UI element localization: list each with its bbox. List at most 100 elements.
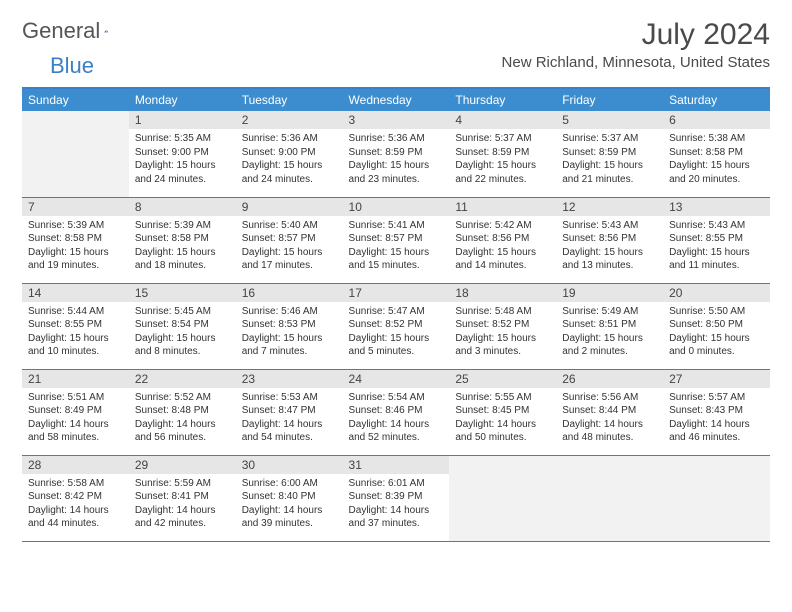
calendar-week-row: 1Sunrise: 5:35 AMSunset: 9:00 PMDaylight… [22,111,770,197]
day-number: 31 [343,456,450,474]
day-number: 22 [129,370,236,388]
day-details: Sunrise: 5:52 AMSunset: 8:48 PMDaylight:… [129,388,236,449]
day-number: 15 [129,284,236,302]
logo-text-2: Blue [50,53,94,79]
day-number: 21 [22,370,129,388]
day-details: Sunrise: 5:43 AMSunset: 8:56 PMDaylight:… [556,216,663,277]
day-number: 27 [663,370,770,388]
day-details: Sunrise: 5:54 AMSunset: 8:46 PMDaylight:… [343,388,450,449]
day-number: 5 [556,111,663,129]
day-number: 4 [449,111,556,129]
calendar-day-cell [556,455,663,541]
day-details: Sunrise: 5:45 AMSunset: 8:54 PMDaylight:… [129,302,236,363]
day-number: 3 [343,111,450,129]
calendar-day-cell: 9Sunrise: 5:40 AMSunset: 8:57 PMDaylight… [236,197,343,283]
day-number: 28 [22,456,129,474]
day-number: 1 [129,111,236,129]
calendar-day-cell: 30Sunrise: 6:00 AMSunset: 8:40 PMDayligh… [236,455,343,541]
calendar-week-row: 7Sunrise: 5:39 AMSunset: 8:58 PMDaylight… [22,197,770,283]
day-details: Sunrise: 5:35 AMSunset: 9:00 PMDaylight:… [129,129,236,190]
calendar-day-cell: 27Sunrise: 5:57 AMSunset: 8:43 PMDayligh… [663,369,770,455]
calendar-day-cell: 8Sunrise: 5:39 AMSunset: 8:58 PMDaylight… [129,197,236,283]
day-number: 29 [129,456,236,474]
calendar-day-cell: 25Sunrise: 5:55 AMSunset: 8:45 PMDayligh… [449,369,556,455]
day-details: Sunrise: 5:50 AMSunset: 8:50 PMDaylight:… [663,302,770,363]
weekday-header: Sunday [22,88,129,111]
calendar-week-row: 14Sunrise: 5:44 AMSunset: 8:55 PMDayligh… [22,283,770,369]
calendar-day-cell: 5Sunrise: 5:37 AMSunset: 8:59 PMDaylight… [556,111,663,197]
day-details: Sunrise: 5:39 AMSunset: 8:58 PMDaylight:… [22,216,129,277]
day-details: Sunrise: 5:42 AMSunset: 8:56 PMDaylight:… [449,216,556,277]
day-details: Sunrise: 5:41 AMSunset: 8:57 PMDaylight:… [343,216,450,277]
calendar-day-cell: 4Sunrise: 5:37 AMSunset: 8:59 PMDaylight… [449,111,556,197]
day-number: 8 [129,198,236,216]
day-number: 17 [343,284,450,302]
day-details: Sunrise: 5:51 AMSunset: 8:49 PMDaylight:… [22,388,129,449]
day-details: Sunrise: 5:46 AMSunset: 8:53 PMDaylight:… [236,302,343,363]
calendar-day-cell: 23Sunrise: 5:53 AMSunset: 8:47 PMDayligh… [236,369,343,455]
day-details: Sunrise: 5:57 AMSunset: 8:43 PMDaylight:… [663,388,770,449]
day-number: 10 [343,198,450,216]
calendar-day-cell: 15Sunrise: 5:45 AMSunset: 8:54 PMDayligh… [129,283,236,369]
calendar-week-row: 28Sunrise: 5:58 AMSunset: 8:42 PMDayligh… [22,455,770,541]
calendar-day-cell: 12Sunrise: 5:43 AMSunset: 8:56 PMDayligh… [556,197,663,283]
logo: General [22,18,126,44]
day-details: Sunrise: 5:48 AMSunset: 8:52 PMDaylight:… [449,302,556,363]
calendar-day-cell: 14Sunrise: 5:44 AMSunset: 8:55 PMDayligh… [22,283,129,369]
calendar-day-cell: 3Sunrise: 5:36 AMSunset: 8:59 PMDaylight… [343,111,450,197]
day-number: 23 [236,370,343,388]
day-details: Sunrise: 5:59 AMSunset: 8:41 PMDaylight:… [129,474,236,535]
calendar-day-cell [22,111,129,197]
weekday-header: Wednesday [343,88,450,111]
calendar-day-cell: 17Sunrise: 5:47 AMSunset: 8:52 PMDayligh… [343,283,450,369]
weekday-header-row: SundayMondayTuesdayWednesdayThursdayFrid… [22,88,770,111]
calendar-day-cell: 13Sunrise: 5:43 AMSunset: 8:55 PMDayligh… [663,197,770,283]
day-details: Sunrise: 5:43 AMSunset: 8:55 PMDaylight:… [663,216,770,277]
weekday-header: Friday [556,88,663,111]
calendar-day-cell: 1Sunrise: 5:35 AMSunset: 9:00 PMDaylight… [129,111,236,197]
day-number: 25 [449,370,556,388]
calendar-week-row: 21Sunrise: 5:51 AMSunset: 8:49 PMDayligh… [22,369,770,455]
day-details: Sunrise: 6:00 AMSunset: 8:40 PMDaylight:… [236,474,343,535]
day-number: 9 [236,198,343,216]
day-details: Sunrise: 5:39 AMSunset: 8:58 PMDaylight:… [129,216,236,277]
calendar-day-cell: 2Sunrise: 5:36 AMSunset: 9:00 PMDaylight… [236,111,343,197]
day-number: 12 [556,198,663,216]
day-details: Sunrise: 5:49 AMSunset: 8:51 PMDaylight:… [556,302,663,363]
calendar-day-cell: 29Sunrise: 5:59 AMSunset: 8:41 PMDayligh… [129,455,236,541]
weekday-header: Tuesday [236,88,343,111]
day-number: 7 [22,198,129,216]
logo-text-1: General [22,18,100,44]
day-number: 16 [236,284,343,302]
calendar-day-cell: 28Sunrise: 5:58 AMSunset: 8:42 PMDayligh… [22,455,129,541]
calendar-day-cell: 20Sunrise: 5:50 AMSunset: 8:50 PMDayligh… [663,283,770,369]
calendar-day-cell: 11Sunrise: 5:42 AMSunset: 8:56 PMDayligh… [449,197,556,283]
calendar-day-cell: 21Sunrise: 5:51 AMSunset: 8:49 PMDayligh… [22,369,129,455]
day-details: Sunrise: 5:44 AMSunset: 8:55 PMDaylight:… [22,302,129,363]
day-details: Sunrise: 5:40 AMSunset: 8:57 PMDaylight:… [236,216,343,277]
calendar-day-cell: 26Sunrise: 5:56 AMSunset: 8:44 PMDayligh… [556,369,663,455]
calendar-day-cell: 31Sunrise: 6:01 AMSunset: 8:39 PMDayligh… [343,455,450,541]
calendar-day-cell: 10Sunrise: 5:41 AMSunset: 8:57 PMDayligh… [343,197,450,283]
calendar-day-cell [663,455,770,541]
calendar-day-cell: 19Sunrise: 5:49 AMSunset: 8:51 PMDayligh… [556,283,663,369]
calendar-day-cell: 24Sunrise: 5:54 AMSunset: 8:46 PMDayligh… [343,369,450,455]
calendar-table: SundayMondayTuesdayWednesdayThursdayFrid… [22,87,770,542]
calendar-day-cell: 16Sunrise: 5:46 AMSunset: 8:53 PMDayligh… [236,283,343,369]
day-number: 30 [236,456,343,474]
day-details: Sunrise: 5:56 AMSunset: 8:44 PMDaylight:… [556,388,663,449]
day-details: Sunrise: 5:55 AMSunset: 8:45 PMDaylight:… [449,388,556,449]
weekday-header: Thursday [449,88,556,111]
day-number: 13 [663,198,770,216]
month-title: July 2024 [502,18,770,52]
day-details: Sunrise: 5:36 AMSunset: 8:59 PMDaylight:… [343,129,450,190]
location: New Richland, Minnesota, United States [502,54,770,71]
day-number: 2 [236,111,343,129]
weekday-header: Monday [129,88,236,111]
day-number: 26 [556,370,663,388]
weekday-header: Saturday [663,88,770,111]
day-number: 19 [556,284,663,302]
title-block: July 2024 New Richland, Minnesota, Unite… [502,18,770,71]
day-details: Sunrise: 5:53 AMSunset: 8:47 PMDaylight:… [236,388,343,449]
calendar-day-cell [449,455,556,541]
